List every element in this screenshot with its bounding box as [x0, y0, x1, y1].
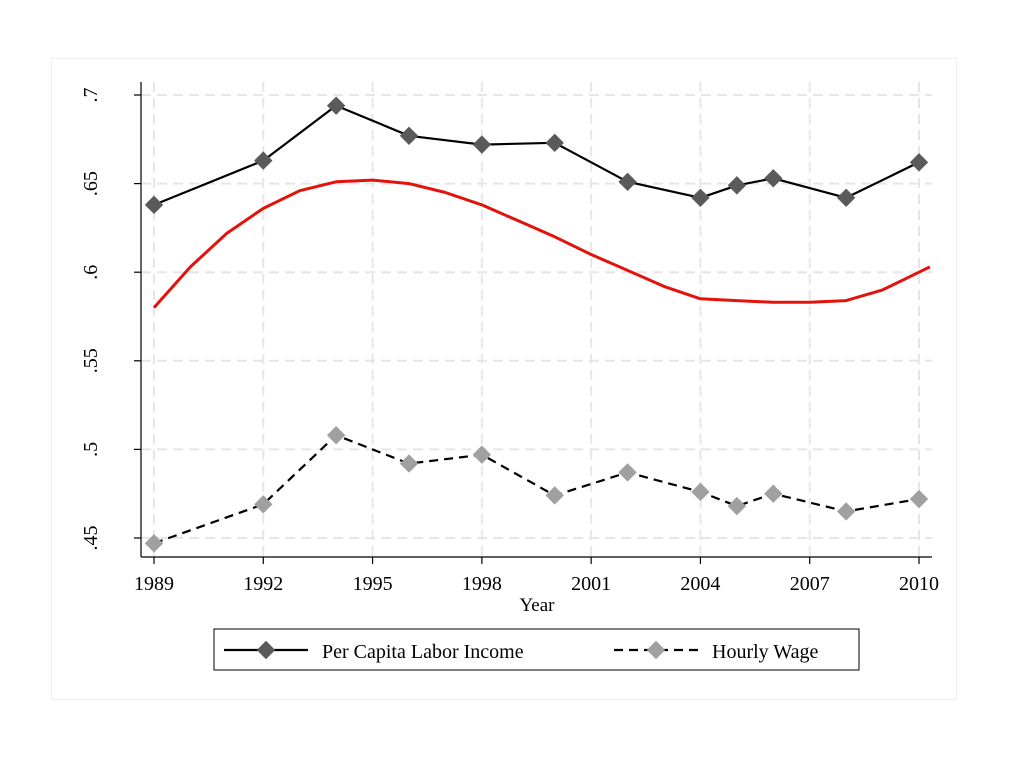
- data-point-per-capita-labor-income: [727, 176, 747, 195]
- data-point-hourly-wage: [326, 426, 346, 445]
- data-point-hourly-wage: [399, 454, 419, 473]
- data-point-per-capita-labor-income: [545, 133, 564, 153]
- x-tick-label: 1989: [134, 573, 174, 595]
- legend-marker-per-capita-labor-income: [256, 640, 276, 660]
- data-point-per-capita-labor-income: [764, 169, 783, 188]
- y-tick-label: .45: [80, 526, 102, 551]
- y-axis-label: Gini: [29, 303, 50, 337]
- series-line-series-2: [152, 178, 931, 309]
- legend-marker-hourly-wage: [646, 640, 666, 660]
- data-point-hourly-wage: [144, 534, 164, 553]
- data-point-per-capita-labor-income: [691, 188, 710, 207]
- y-tick-label: .7: [80, 88, 102, 103]
- legend-box: [213, 628, 860, 671]
- legend-label-hourly-wage: Hourly Wage: [712, 641, 818, 663]
- data-point-per-capita-labor-income: [326, 96, 346, 115]
- data-point-hourly-wage: [727, 496, 747, 516]
- x-tick-label: 2001: [571, 573, 611, 595]
- data-point-per-capita-labor-income: [836, 188, 856, 207]
- y-tick-label: .5: [80, 442, 102, 457]
- data-point-per-capita-labor-income: [472, 135, 492, 154]
- data-point-per-capita-labor-income: [254, 151, 273, 170]
- y-tick-label: .65: [80, 171, 102, 196]
- data-point-hourly-wage: [545, 486, 564, 505]
- data-point-per-capita-labor-income: [399, 126, 419, 145]
- data-point-hourly-wage: [764, 484, 783, 503]
- x-tick-label: 2010: [899, 573, 939, 595]
- data-point-per-capita-labor-income: [618, 172, 637, 192]
- data-point-hourly-wage: [691, 482, 710, 502]
- y-tick-label: .6: [80, 265, 102, 280]
- x-tick-label: 1995: [353, 573, 393, 595]
- series-line-per-capita-labor-income: [153, 104, 920, 206]
- chart-frame: [51, 58, 957, 700]
- x-tick-label: 1998: [462, 573, 502, 595]
- y-tick-label: .55: [80, 348, 102, 373]
- x-tick-label: 2007: [790, 573, 830, 595]
- x-tick-label: 1992: [243, 573, 283, 595]
- legend: Per Capita Labor Income Hourly Wage: [213, 628, 860, 671]
- x-tick-label: 2004: [680, 573, 720, 595]
- data-point-per-capita-labor-income: [144, 195, 164, 215]
- series-line-hourly-wage: [153, 434, 920, 545]
- data-point-per-capita-labor-income: [909, 153, 929, 172]
- data-point-hourly-wage: [254, 495, 273, 514]
- legend-label-per-capita-labor-income: Per Capita Labor Income: [322, 641, 524, 663]
- x-axis-label: Year: [519, 595, 555, 616]
- data-point-hourly-wage: [472, 445, 492, 464]
- data-point-hourly-wage: [836, 502, 856, 521]
- data-point-hourly-wage: [618, 463, 637, 482]
- data-point-hourly-wage: [909, 489, 929, 509]
